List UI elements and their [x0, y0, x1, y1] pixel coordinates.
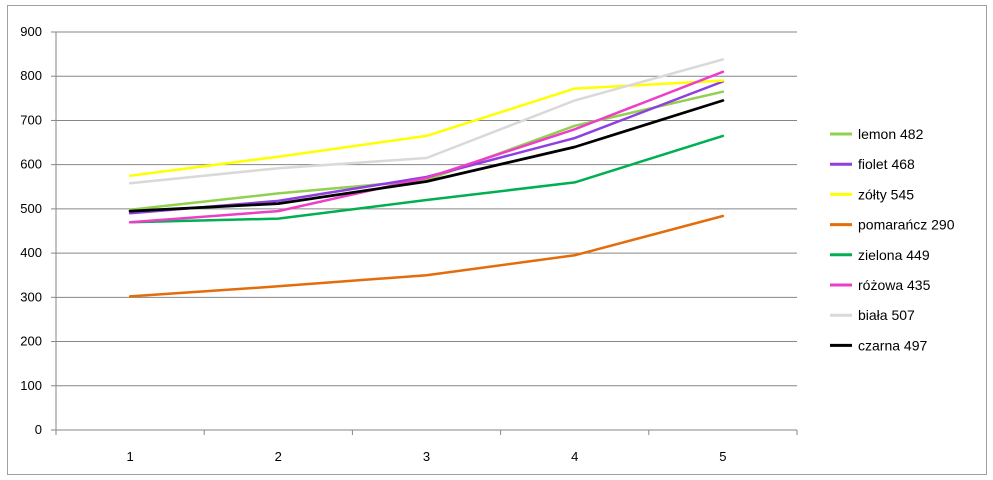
series-line-7 [128, 58, 725, 185]
chart-frame [7, 5, 987, 475]
x-tick-label-3: 3 [423, 449, 430, 464]
legend-label-1: lemon 482 [858, 126, 924, 142]
y-tick-label-200: 200 [20, 334, 42, 349]
legend-label-4: pomarańcz 290 [858, 217, 955, 233]
legend-label-7: biała 507 [858, 307, 915, 323]
y-tick-label-700: 700 [20, 112, 42, 127]
series-line-6 [128, 70, 725, 224]
y-tick-label-400: 400 [20, 245, 42, 260]
series-line-1 [128, 90, 725, 212]
series-line-5 [128, 134, 725, 224]
y-tick-label-300: 300 [20, 289, 42, 304]
x-tick-labels: 1 2 3 4 5 [126, 449, 726, 464]
gridlines [56, 31, 797, 387]
x-tick-label-5: 5 [719, 449, 726, 464]
y-tick-labels: 0 100 200 300 400 500 600 700 800 900 [20, 24, 42, 437]
legend-label-3: zółty 545 [858, 186, 914, 202]
legend-label-8: czarna 497 [858, 337, 927, 353]
legend-label-5: zielona 449 [858, 247, 930, 263]
x-tick-label-4: 4 [571, 449, 578, 464]
y-tick-label-500: 500 [20, 201, 42, 216]
series-lines [128, 58, 725, 298]
y-tick-label-100: 100 [20, 378, 42, 393]
series-line-8 [128, 99, 725, 213]
x-tick-label-1: 1 [126, 449, 133, 464]
series-line-4 [128, 214, 725, 298]
y-tick-label-600: 600 [20, 157, 42, 172]
y-tick-label-900: 900 [20, 24, 42, 39]
axes [51, 31, 798, 435]
y-tick-label-0: 0 [35, 422, 42, 437]
y-tick-label-800: 800 [20, 68, 42, 83]
legend-label-6: różowa 435 [858, 277, 931, 293]
x-tick-label-2: 2 [275, 449, 282, 464]
series-line-2 [128, 80, 725, 215]
legend-label-2: fiolet 468 [858, 156, 915, 172]
legend: lemon 482 fiolet 468 zółty 545 pomarańcz 29… [830, 126, 955, 353]
